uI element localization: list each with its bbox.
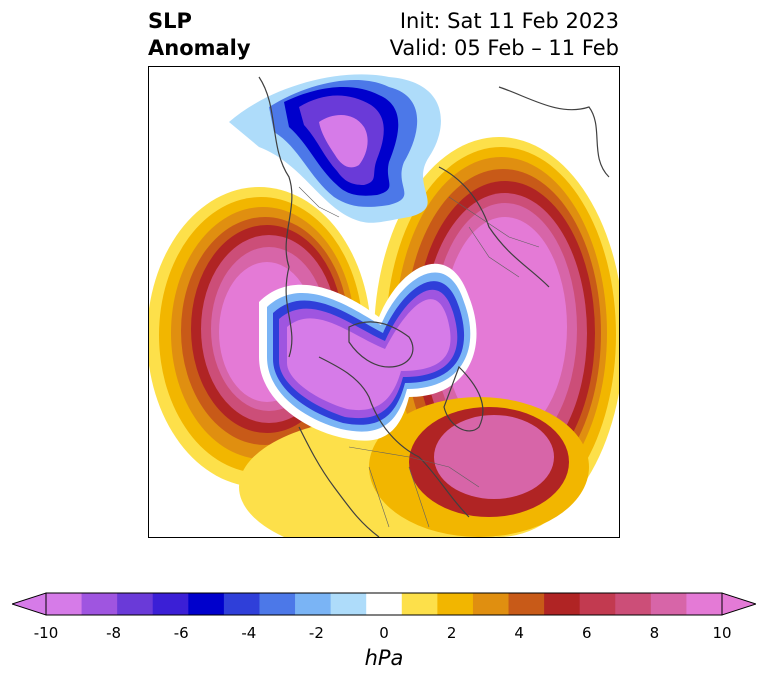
init-date: Init: Sat 11 Feb 2023 xyxy=(399,9,619,33)
colorbar-cell xyxy=(615,593,652,615)
borders xyxy=(298,186,540,528)
colorbar-cell xyxy=(46,593,83,615)
colorbar-cell xyxy=(188,593,225,615)
colorbar xyxy=(12,592,756,616)
colorbar-tick: 6 xyxy=(582,624,592,642)
colorbar-tick: 8 xyxy=(649,624,660,642)
colorbar-cell xyxy=(117,593,154,615)
atlantic-positive-max xyxy=(434,415,554,499)
colorbar-cell xyxy=(508,593,545,615)
coastlines xyxy=(258,76,610,537)
colorbar-cell xyxy=(81,593,118,615)
valid-range: Valid: 05 Feb – 11 Feb xyxy=(389,36,619,60)
map-dates: Init: Sat 11 Feb 2023 Valid: 05 Feb – 11… xyxy=(390,8,619,62)
colorbar-extend-high xyxy=(721,592,756,616)
colorbar-cell xyxy=(437,593,474,615)
colorbar-tick: 10 xyxy=(712,624,732,642)
colorbar-tick: -2 xyxy=(308,624,324,642)
colorbar-cell xyxy=(259,593,296,615)
anomaly-map xyxy=(148,66,620,538)
colorbar-cell xyxy=(330,593,367,615)
colorbar-tick: -10 xyxy=(33,624,59,642)
colorbar-cell xyxy=(650,593,687,615)
map-graphic xyxy=(149,74,619,537)
colorbar-cell xyxy=(401,593,438,615)
siberia-low-anomaly xyxy=(229,74,441,223)
colorbar-tick: -6 xyxy=(173,624,189,642)
colorbar-extend-low xyxy=(12,592,47,616)
colorbar-tick: 0 xyxy=(379,624,389,642)
colorbar-cell xyxy=(223,593,260,615)
colorbar-cell xyxy=(152,593,189,615)
title-field: Anomaly xyxy=(148,36,251,60)
colorbar-unit: hPa xyxy=(364,646,404,670)
map-title: SLP Anomaly xyxy=(148,8,251,62)
colorbar-cell xyxy=(686,593,723,615)
colorbar-outline xyxy=(45,592,723,616)
colorbar-tick: -4 xyxy=(241,624,257,642)
colorbar-tick: 4 xyxy=(514,624,524,642)
colorbar-cell xyxy=(295,593,332,615)
colorbar-cell xyxy=(579,593,616,615)
title-variable: SLP xyxy=(148,9,192,33)
arctic-low-anomaly xyxy=(259,263,477,441)
colorbar-cell xyxy=(366,593,403,615)
colorbar-cell xyxy=(472,593,510,615)
colorbar-cells xyxy=(46,593,723,615)
colorbar-tick: 2 xyxy=(446,624,457,642)
colorbar-cell xyxy=(544,593,581,615)
colorbar-tick: -8 xyxy=(106,624,122,642)
